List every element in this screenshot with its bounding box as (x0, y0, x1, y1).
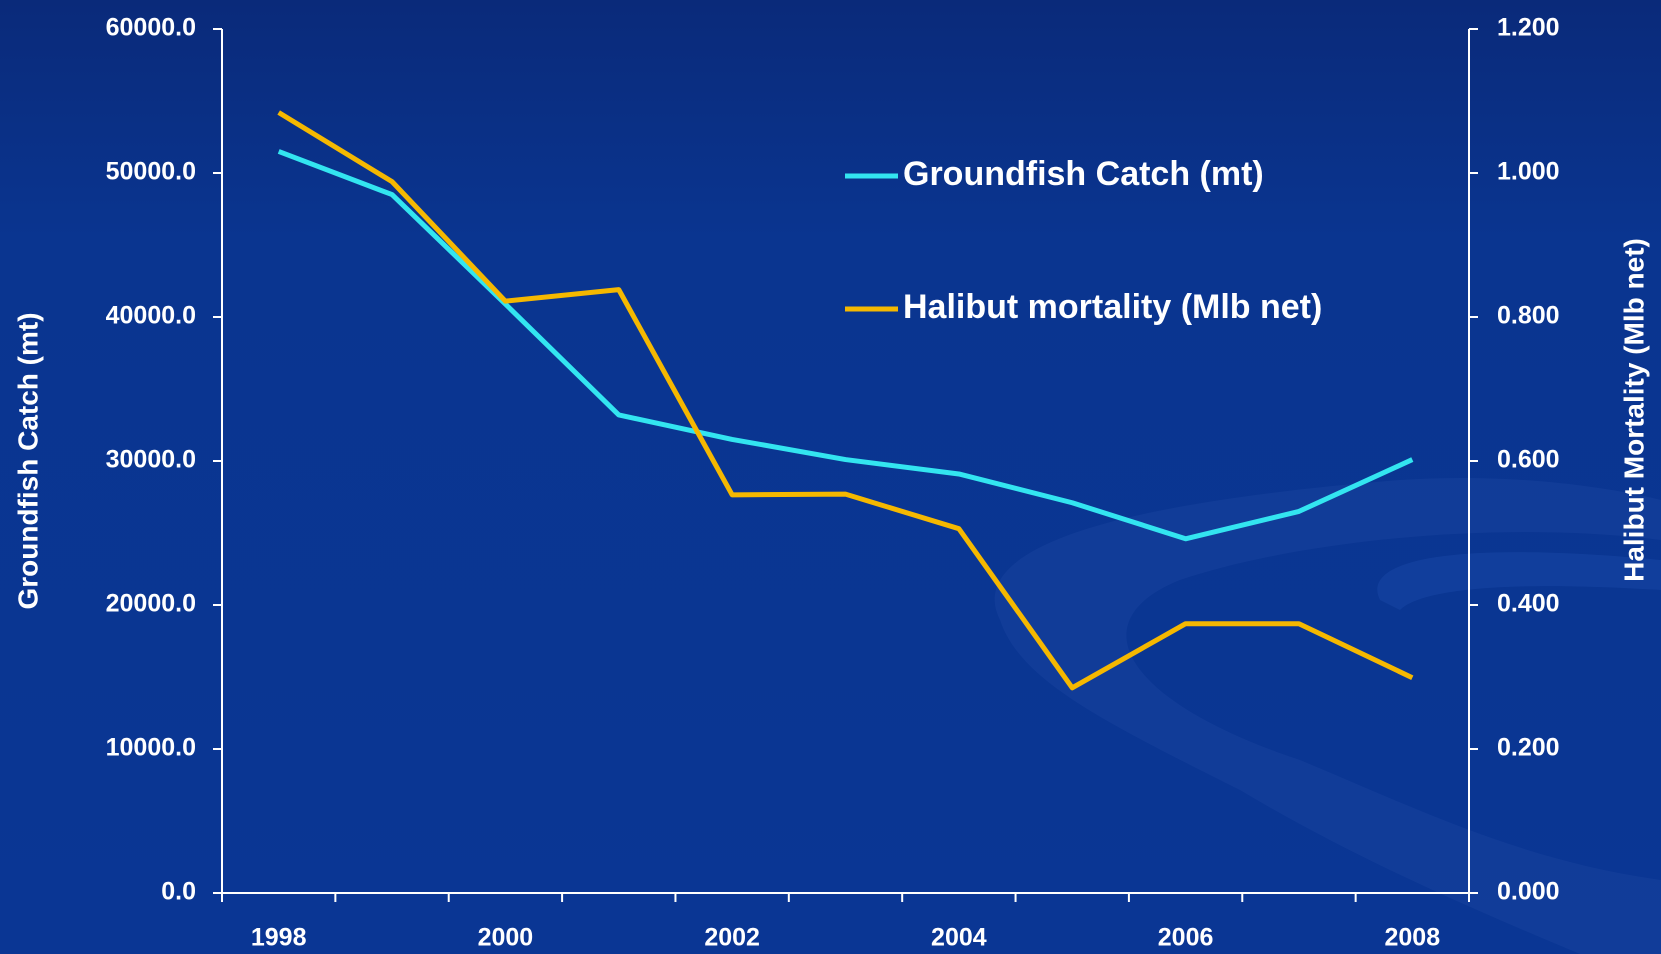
legend-label: Groundfish Catch (mt) (903, 155, 1264, 193)
y2-tick-label: 0.400 (1497, 590, 1560, 618)
x-tick-label: 1998 (251, 924, 307, 952)
y-tick-label: 30000.0 (106, 446, 196, 474)
y-tick-label: 40000.0 (106, 302, 196, 330)
y-tick-label: 60000.0 (106, 14, 196, 42)
decoration (994, 477, 1661, 954)
y-axis-title: Groundfish Catch (mt) (12, 312, 43, 609)
decoration (1377, 552, 1661, 610)
series-line (277, 149, 1414, 542)
y2-tick-label: 0.600 (1497, 446, 1560, 474)
y2-tick-label: 0.800 (1497, 302, 1560, 330)
y2-tick-label: 1.000 (1497, 158, 1560, 186)
x-tick-label: 2006 (1158, 924, 1214, 952)
x-tick-label: 2008 (1385, 924, 1441, 952)
y2-tick-label: 0.000 (1497, 878, 1560, 906)
x-tick-label: 2000 (478, 924, 534, 952)
y2-tick-label: 0.200 (1497, 734, 1560, 762)
series-line (277, 110, 1414, 691)
y-tick-label: 20000.0 (106, 590, 196, 618)
x-tick-label: 2004 (931, 924, 987, 952)
y2-axis-title: Halibut Mortality (Mlb net) (1618, 238, 1649, 582)
y-tick-label: 10000.0 (106, 734, 196, 762)
y-tick-label: 0.0 (161, 878, 196, 906)
y-tick-label: 50000.0 (106, 158, 196, 186)
legend-label: Halibut mortality (Mlb net) (903, 288, 1322, 326)
x-tick-label: 2002 (704, 924, 760, 952)
y2-tick-label: 1.200 (1497, 14, 1560, 42)
